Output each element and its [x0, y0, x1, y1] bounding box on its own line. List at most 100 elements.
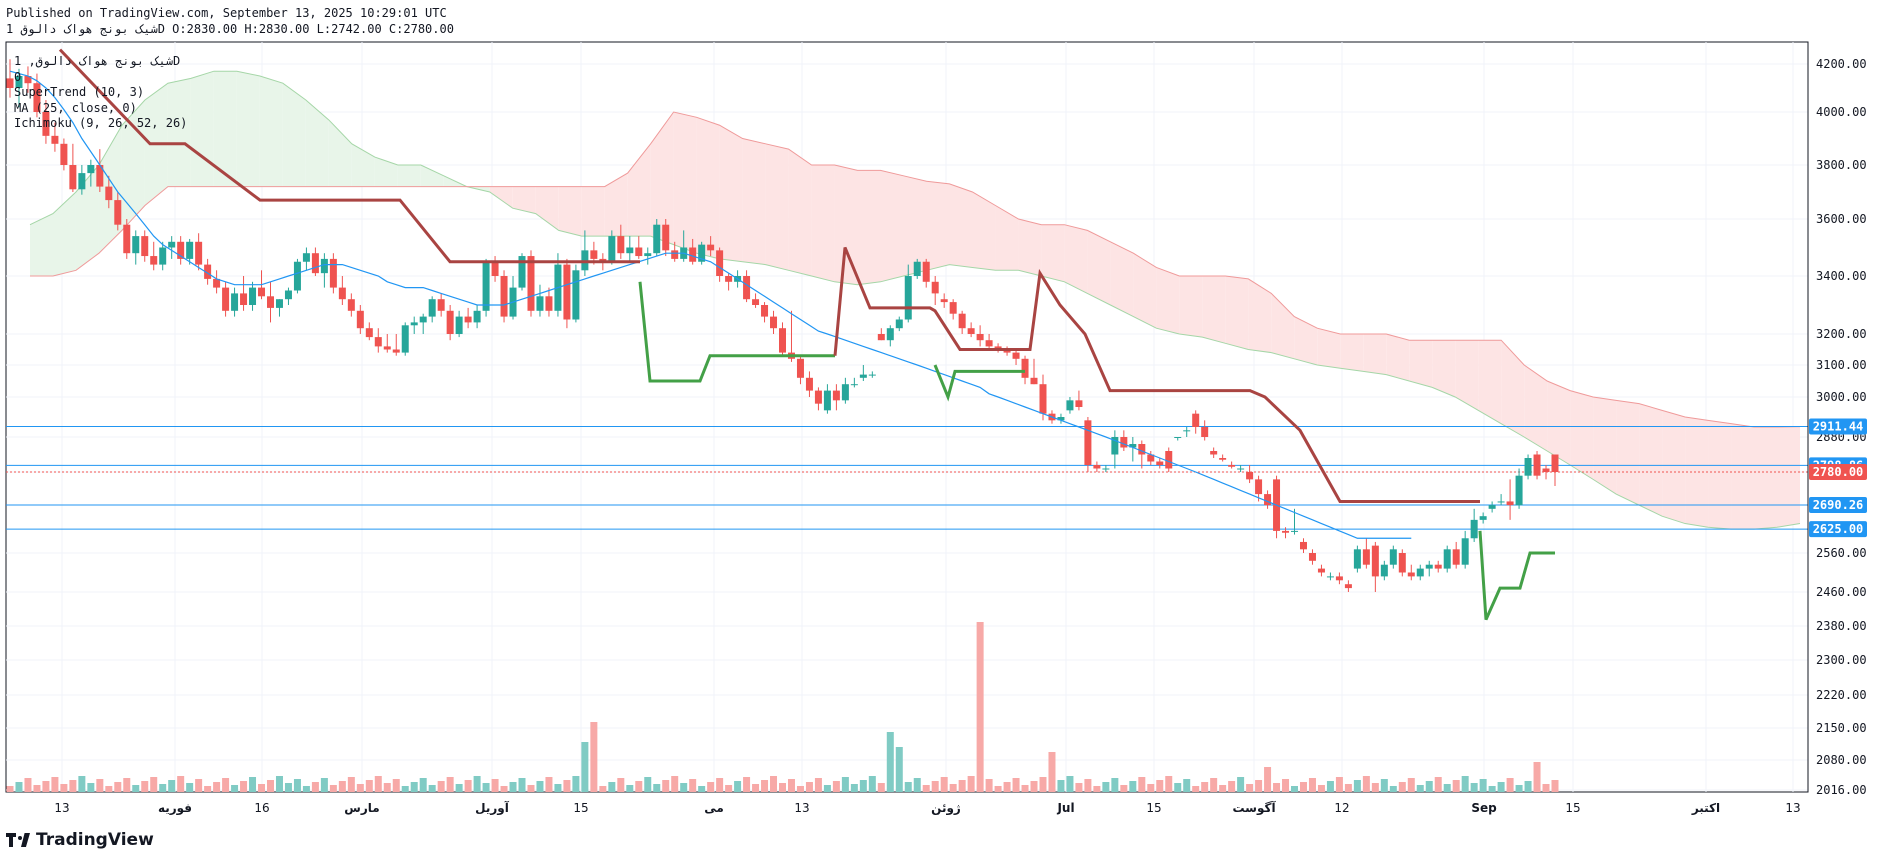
candle[interactable] [1228, 461, 1236, 469]
time-axis[interactable]: 13 فوریه 16 مارس آوریل 15 می 13 ژوئن Jul 15 آگوست 12… [54, 800, 1800, 816]
candle[interactable] [240, 276, 248, 311]
candle[interactable] [114, 192, 122, 231]
candle[interactable] [1497, 494, 1505, 506]
candle[interactable] [868, 371, 876, 378]
candle[interactable] [608, 230, 616, 265]
moving-average-line[interactable] [9, 70, 1412, 539]
candle[interactable] [1470, 508, 1478, 542]
tradingview-brand[interactable]: TradingView [6, 830, 154, 850]
candle[interactable] [6, 59, 14, 98]
candle[interactable] [1219, 454, 1227, 462]
candle[interactable] [967, 322, 975, 338]
candle[interactable] [42, 100, 50, 144]
candle[interactable] [1434, 560, 1442, 573]
candle[interactable] [653, 219, 661, 257]
candle[interactable] [1506, 479, 1514, 520]
candle[interactable] [383, 334, 391, 353]
legend-ichimoku[interactable]: Ichimoku (9, 26, 52, 26) [14, 116, 188, 130]
price-axis[interactable]: 4200.00 4000.00 3800.00 3600.00 3400.00 3200.… [1816, 57, 1867, 797]
candle[interactable] [1120, 430, 1128, 451]
candle[interactable] [1389, 545, 1397, 569]
candle[interactable] [1021, 355, 1029, 385]
candle[interactable] [572, 264, 580, 323]
candle[interactable] [1174, 437, 1182, 441]
candle[interactable] [976, 325, 984, 347]
supertrend-up-line[interactable] [638, 281, 835, 383]
candle[interactable] [1308, 549, 1316, 565]
candle[interactable] [662, 219, 670, 257]
candle[interactable] [985, 334, 993, 350]
candle[interactable] [689, 238, 697, 265]
candle[interactable] [1282, 527, 1290, 539]
candle[interactable] [338, 276, 346, 305]
candle[interactable] [779, 322, 786, 356]
candle[interactable] [347, 293, 355, 317]
candle[interactable] [1524, 454, 1532, 480]
candle[interactable] [293, 258, 301, 294]
candle[interactable] [1461, 530, 1469, 569]
candle[interactable] [356, 305, 364, 334]
candle[interactable] [1210, 447, 1218, 459]
candles[interactable] [6, 59, 1559, 592]
supertrend-down-line-2[interactable] [833, 246, 1480, 503]
candle[interactable] [850, 377, 858, 388]
candle[interactable] [1237, 465, 1245, 472]
candle[interactable] [419, 313, 427, 334]
candle[interactable] [994, 343, 1002, 353]
candle[interactable] [913, 258, 921, 279]
candle[interactable] [1156, 458, 1164, 469]
candle[interactable] [1138, 440, 1146, 469]
candle[interactable] [87, 159, 95, 187]
candle[interactable] [141, 230, 149, 262]
candle[interactable] [186, 238, 194, 265]
candle[interactable] [1012, 349, 1020, 366]
candle[interactable] [814, 387, 822, 411]
candle[interactable] [392, 334, 400, 356]
candle[interactable] [1326, 572, 1334, 581]
candle[interactable] [365, 322, 373, 341]
candle[interactable] [1192, 410, 1200, 434]
candle[interactable] [455, 310, 463, 338]
candle[interactable] [1066, 397, 1074, 414]
candle[interactable] [761, 302, 769, 323]
candle[interactable] [150, 241, 158, 271]
candle[interactable] [159, 241, 167, 271]
candle[interactable] [15, 68, 23, 108]
candle[interactable] [464, 307, 472, 329]
candle[interactable] [96, 149, 104, 192]
candle[interactable] [69, 143, 77, 192]
candle[interactable] [895, 316, 903, 332]
candle[interactable] [1479, 512, 1487, 524]
candle[interactable] [1075, 390, 1083, 411]
candle[interactable] [1039, 374, 1047, 421]
candle[interactable] [1551, 454, 1559, 486]
candle[interactable] [329, 253, 337, 294]
candle[interactable] [284, 287, 292, 305]
candle[interactable] [1003, 346, 1011, 356]
candle[interactable] [671, 241, 679, 262]
candle[interactable] [401, 322, 409, 356]
candle[interactable] [931, 276, 939, 305]
candle[interactable] [132, 230, 140, 265]
candle[interactable] [563, 258, 571, 329]
candle[interactable] [904, 264, 912, 323]
candle[interactable] [60, 138, 68, 171]
candle[interactable] [796, 355, 804, 385]
candle[interactable] [446, 305, 454, 341]
legend-supertrend[interactable]: SuperTrend (10, 3) [14, 85, 145, 99]
candle[interactable] [320, 253, 328, 288]
candle[interactable] [545, 287, 553, 317]
candle[interactable] [195, 233, 203, 271]
candle[interactable] [105, 175, 113, 209]
candle[interactable] [832, 384, 840, 411]
candle[interactable] [410, 316, 418, 334]
candle[interactable] [1317, 564, 1325, 577]
candle[interactable] [518, 253, 526, 291]
candle[interactable] [743, 270, 751, 303]
candle[interactable] [1273, 475, 1281, 539]
candle[interactable] [940, 293, 948, 308]
candle[interactable] [725, 273, 733, 291]
candle[interactable] [1416, 564, 1424, 581]
candle[interactable] [231, 287, 239, 317]
